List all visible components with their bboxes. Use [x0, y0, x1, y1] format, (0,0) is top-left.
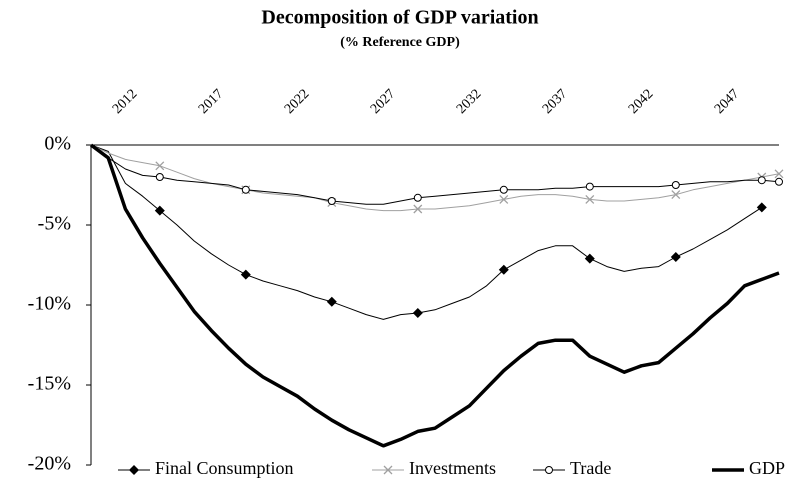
x-tick-label: 2032: [454, 87, 484, 117]
marker: [241, 185, 250, 194]
marker: [383, 465, 393, 475]
marker: [499, 185, 508, 194]
marker: [413, 204, 423, 214]
legend-label: Investments: [409, 458, 496, 478]
y-tick-label: -5%: [38, 213, 71, 235]
x-tick-label: 2042: [626, 87, 656, 117]
marker: [326, 296, 337, 307]
series-line: [90, 144, 763, 320]
marker: [413, 193, 422, 202]
legend-item: GDP: [712, 458, 785, 478]
y-tick-label: 0%: [44, 133, 71, 155]
marker: [499, 194, 509, 204]
y-tick-label: -10%: [28, 293, 71, 315]
x-tick-label: 2047: [712, 87, 742, 117]
series-line: [90, 144, 780, 205]
marker: [757, 176, 766, 185]
marker: [584, 253, 595, 264]
x-tick-label: 2037: [540, 87, 570, 117]
chart-subtitle: (% Reference GDP): [340, 35, 460, 50]
marker: [775, 177, 783, 186]
x-tick-label: 2022: [282, 87, 312, 117]
marker: [155, 161, 165, 171]
legend-item: Trade: [533, 458, 611, 478]
marker: [671, 190, 681, 200]
legend-label: Final Consumption: [155, 458, 294, 478]
y-tick-label: -20%: [28, 453, 71, 475]
chart-title: Decomposition of GDP variation: [261, 7, 538, 29]
x-tick-label: 2017: [196, 87, 226, 117]
marker: [327, 197, 336, 205]
legend-label: Trade: [570, 458, 611, 478]
marker: [155, 173, 164, 181]
x-tick-label: 2027: [368, 87, 398, 117]
legend-item: Final Consumption: [118, 458, 294, 478]
marker: [670, 252, 681, 262]
marker: [545, 466, 553, 474]
legend-item: Investments: [372, 458, 496, 478]
marker: [774, 169, 784, 179]
series-line: [89, 143, 780, 448]
marker: [498, 264, 509, 275]
series-line: [90, 144, 780, 212]
marker: [240, 269, 251, 280]
marker: [154, 205, 165, 216]
marker: [412, 308, 423, 318]
y-tick-label: -15%: [28, 373, 71, 395]
marker: [756, 202, 767, 213]
marker: [585, 194, 595, 204]
marker: [671, 181, 680, 189]
marker: [129, 465, 139, 475]
legend-label: GDP: [749, 458, 785, 478]
x-tick-label: 2012: [110, 87, 140, 117]
marker: [585, 182, 594, 191]
